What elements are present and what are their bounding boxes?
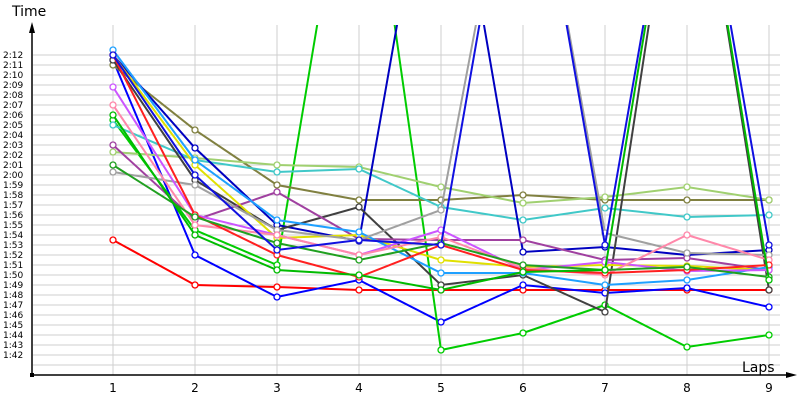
y-tick-label: 2:12	[3, 51, 23, 61]
y-tick-label: 1:58	[3, 191, 23, 201]
y-tick-label: 1:54	[3, 231, 23, 241]
y-tick-label: 1:43	[3, 341, 23, 351]
x-tick-label: 5	[437, 381, 445, 395]
y-tick-label: 1:45	[3, 321, 23, 331]
y-tick-label: 2:01	[3, 161, 23, 171]
x-tick-label: 1	[109, 381, 117, 395]
y-tick-label: 1:49	[3, 281, 23, 291]
x-tick-label: 7	[601, 381, 609, 395]
x-tick-label: 6	[519, 381, 527, 395]
x-tick-label: 2	[191, 381, 199, 395]
y-tick-label: 2:02	[3, 151, 23, 161]
y-tick-label: 2:05	[3, 121, 23, 131]
y-tick-label: 1:50	[3, 271, 23, 281]
y-tick-label: 2:08	[3, 91, 23, 101]
y-tick-label: 1:46	[3, 311, 23, 321]
y-tick-label: 2:04	[3, 131, 23, 141]
y-tick-label: 2:03	[3, 141, 23, 151]
x-tick-label: 3	[273, 381, 281, 395]
y-tick-label: 1:48	[3, 291, 23, 301]
y-tick-label: 1:59	[3, 181, 23, 191]
x-axis-label: Laps	[742, 360, 775, 376]
y-tick-label: 1:56	[3, 211, 23, 221]
y-tick-label: 2:11	[3, 61, 23, 71]
y-tick-label: 1:47	[3, 301, 23, 311]
y-tick-label: 2:00	[3, 171, 23, 181]
y-tick-label: 1:57	[3, 201, 23, 211]
data-series	[109, 25, 773, 354]
y-tick-label: 2:07	[3, 101, 23, 111]
y-tick-label: 1:42	[3, 351, 23, 361]
series-blue-b	[109, 25, 773, 254]
y-tick-label: 1:55	[3, 221, 23, 231]
y-tick-label: 2:06	[3, 111, 23, 121]
series-green-a	[109, 25, 773, 354]
y-tick-label: 2:10	[3, 71, 23, 81]
y-axis-arrow-icon	[29, 22, 35, 33]
x-axis-arrow-icon	[786, 372, 797, 378]
y-tick-label: 1:53	[3, 241, 23, 251]
x-tick-label: 9	[765, 381, 773, 395]
y-axis-label: Time	[11, 4, 46, 20]
y-tick-label: 1:52	[3, 251, 23, 261]
origin-marker	[30, 373, 34, 377]
x-tick-label: 8	[683, 381, 691, 395]
y-tick-labels: 2:122:112:102:092:082:072:062:052:042:03…	[3, 51, 23, 361]
y-tick-label: 2:09	[3, 81, 23, 91]
x-tick-label: 4	[355, 381, 363, 395]
y-tick-label: 1:51	[3, 261, 23, 271]
x-tick-labels: 1 2 3 4 5 6 7 8 9	[109, 381, 773, 395]
y-tick-label: 1:44	[3, 331, 23, 341]
series-green-c	[109, 25, 773, 294]
